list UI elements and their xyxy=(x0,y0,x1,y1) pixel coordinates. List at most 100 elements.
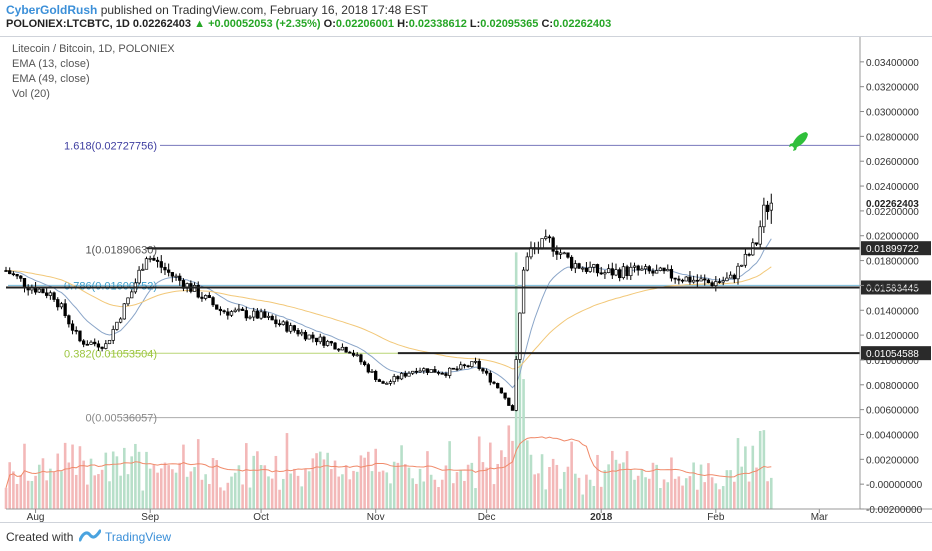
candle-body xyxy=(636,265,640,271)
volume-bar xyxy=(455,472,459,509)
volume-bar xyxy=(41,458,45,509)
tradingview-brand-link[interactable]: TradingView xyxy=(105,530,172,544)
candle-body xyxy=(85,343,89,346)
candle-body xyxy=(743,253,748,266)
candle-body xyxy=(89,341,93,345)
fib-label: 0.786(0.01600752) xyxy=(64,280,157,292)
volume-bar xyxy=(333,460,337,509)
candle-body xyxy=(292,325,297,331)
candle-body xyxy=(618,269,622,279)
candle-body xyxy=(148,257,152,260)
candle-body xyxy=(555,250,559,255)
volume-bar xyxy=(141,490,145,509)
volume-bar xyxy=(585,474,588,509)
volume-bar xyxy=(211,458,215,509)
candle-body xyxy=(63,303,67,317)
candle-body xyxy=(569,256,574,269)
volume-bar xyxy=(104,452,108,509)
volume-bar xyxy=(108,481,111,509)
candle-body xyxy=(56,299,60,308)
y-tick-label: -0.00000000 xyxy=(866,480,923,491)
price-tag-label: 0.01583445 xyxy=(866,283,919,294)
price-tag xyxy=(861,346,931,361)
candle-body xyxy=(680,279,685,282)
legend-vol[interactable]: Vol (20) xyxy=(12,88,50,100)
candle-body xyxy=(281,321,285,325)
volume-bar xyxy=(681,485,684,509)
volume-bar xyxy=(489,442,492,509)
candle-body xyxy=(573,263,577,269)
volume-bar xyxy=(267,476,270,509)
volume-bar xyxy=(566,466,570,509)
volume-bar xyxy=(26,480,30,509)
volume-bar xyxy=(159,468,163,509)
volume-bar xyxy=(60,471,63,509)
volume-bar xyxy=(341,474,344,509)
high-label: H: xyxy=(397,18,409,30)
volume-bar xyxy=(544,489,548,509)
volume-bar xyxy=(49,468,52,509)
candle-body xyxy=(381,381,385,384)
volume-bar xyxy=(78,446,82,509)
author-link[interactable]: CyberGoldRush xyxy=(6,3,98,17)
volume-bar xyxy=(52,472,56,509)
candle-body xyxy=(514,359,518,411)
legend-title: Litecoin / Bitcoin, 1D, POLONIEX xyxy=(12,43,175,55)
candle-body xyxy=(377,379,382,382)
volume-bar xyxy=(718,489,721,509)
volume-bar xyxy=(237,465,241,509)
candle-body xyxy=(355,354,359,357)
volume-bar xyxy=(34,475,37,509)
horizontal-lines[interactable]: 0.01899722 0.01583445 0.01054588 xyxy=(6,241,931,361)
candle-body xyxy=(577,263,581,269)
candle-body xyxy=(603,272,607,275)
candle-body xyxy=(459,364,463,370)
volume-bar xyxy=(755,467,758,509)
candle-body xyxy=(484,370,489,374)
price-tag xyxy=(861,280,931,295)
candle-body xyxy=(104,343,108,349)
candle-body xyxy=(451,367,455,370)
price-chart[interactable]: 1.618(0.02727756) 1(0.01890630) 0.786(0.01… xyxy=(0,0,932,522)
candle-body xyxy=(725,277,729,282)
candle-body xyxy=(277,323,282,326)
low-value: 0.02095365 xyxy=(480,18,539,30)
volume-bar xyxy=(644,477,647,509)
volume-bar xyxy=(100,469,104,509)
volume-bar xyxy=(747,481,751,509)
candle-body xyxy=(662,267,666,272)
candle-body xyxy=(337,348,341,351)
candle-body xyxy=(765,204,770,212)
candle-body xyxy=(370,370,374,373)
volume-bar xyxy=(496,463,499,509)
candle-body xyxy=(374,370,378,380)
legend-ema49[interactable]: EMA (49, close) xyxy=(12,73,90,85)
volume-bar xyxy=(714,483,718,509)
volume-bar xyxy=(769,477,773,509)
y-tick-label: 0.03200000 xyxy=(866,83,919,94)
volume-bar xyxy=(63,442,67,509)
volume-bar xyxy=(293,468,296,509)
volume-bar xyxy=(677,476,681,509)
volume-bar xyxy=(684,478,688,509)
candle-body xyxy=(499,387,504,394)
candle-body xyxy=(411,370,415,374)
volume-bar xyxy=(607,464,610,509)
candle-body xyxy=(248,316,252,319)
candle-body xyxy=(699,278,703,282)
legend-ema13[interactable]: EMA (13, close) xyxy=(12,58,90,70)
candle-body xyxy=(163,266,167,271)
fib-label: 0.382(0.01053504) xyxy=(64,348,157,360)
candle-body xyxy=(758,226,762,245)
volume-bar xyxy=(647,478,651,509)
volume-bar xyxy=(507,425,511,509)
volume-bar xyxy=(86,484,89,509)
volume-bar xyxy=(721,486,725,509)
candle-body xyxy=(714,281,718,287)
volume-bar xyxy=(433,479,437,509)
candle-body xyxy=(721,280,725,283)
volume-bar xyxy=(137,451,141,509)
volume-bar xyxy=(426,451,429,509)
candle-body xyxy=(255,310,260,319)
candle-body xyxy=(610,268,614,276)
